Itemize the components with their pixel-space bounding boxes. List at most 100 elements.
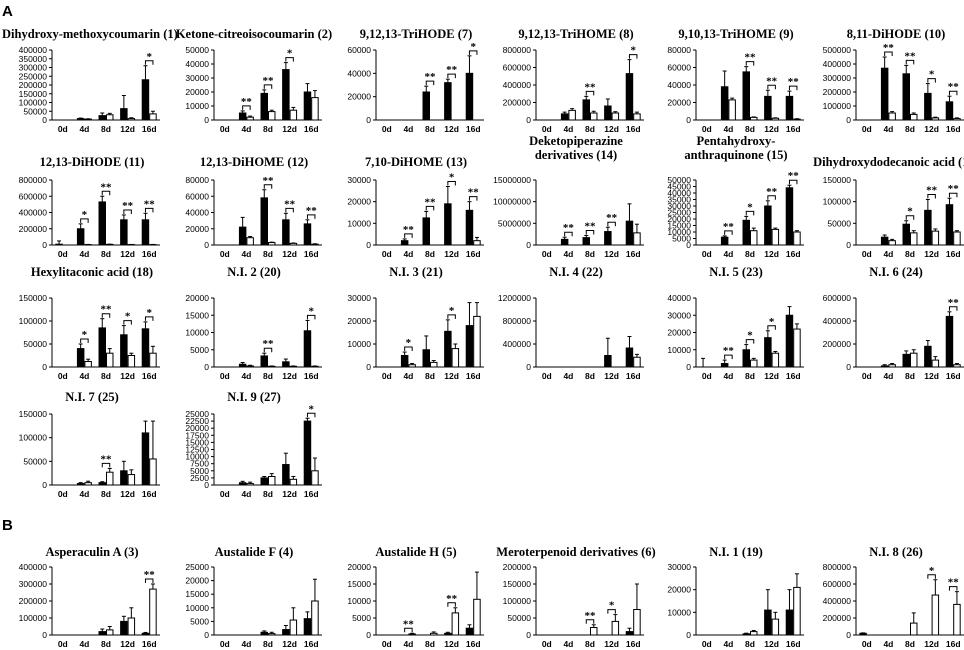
x-tick-label: 8d <box>745 639 755 649</box>
y-tick-label: 10000 <box>347 339 371 349</box>
y-tick-label: 15000000 <box>493 175 531 185</box>
bar-filled <box>465 209 474 246</box>
significance-label: * <box>146 307 152 319</box>
bar-filled <box>120 219 128 246</box>
y-tick-label: 300000 <box>823 73 852 83</box>
x-tick-label: 0d <box>58 489 68 499</box>
y-tick-label: 200000 <box>19 80 48 90</box>
bar-open <box>888 240 896 246</box>
x-tick-label: 4d <box>241 371 251 381</box>
significance-label: * <box>125 311 131 323</box>
y-tick-label: 400000 <box>19 208 48 218</box>
bar-filled <box>720 86 729 121</box>
bar-open <box>106 114 114 121</box>
significance-label: ** <box>585 610 597 622</box>
y-tick-label: 150000 <box>823 175 852 185</box>
x-tick-label: 0d <box>220 249 230 259</box>
significance-label: ** <box>403 224 415 236</box>
x-tick-label: 12d <box>444 249 459 259</box>
bar-open <box>473 240 481 246</box>
y-tick-label: 15000 <box>185 589 209 599</box>
bar-open <box>311 97 319 121</box>
panel-title: 7,10-DiHOME (13) <box>365 155 467 169</box>
significance-label: * <box>929 69 935 81</box>
x-tick-label: 16d <box>304 124 319 134</box>
x-tick-label: 0d <box>220 124 230 134</box>
panel-title-line: derivatives (14) <box>535 148 617 162</box>
x-tick-label: 8d <box>425 639 435 649</box>
bar-open <box>127 474 136 486</box>
y-tick-label: 2500 <box>190 473 209 483</box>
x-tick-label: 8d <box>585 249 595 259</box>
bar-filled <box>764 337 772 368</box>
bar-open <box>931 594 940 636</box>
y-tick-label: 0 <box>366 240 371 250</box>
significance-bracket <box>144 207 154 213</box>
bar-filled <box>76 348 85 368</box>
x-tick-label: 8d <box>263 371 273 381</box>
x-tick-label: 0d <box>862 249 872 259</box>
significance-label: ** <box>948 183 960 195</box>
bar-filled <box>282 464 290 486</box>
panel-title-line: Deketopiperazine <box>529 134 623 148</box>
x-tick-label: 16d <box>946 124 961 134</box>
y-tick-label: 0 <box>204 362 209 372</box>
y-tick-label: 5000 <box>352 613 371 623</box>
x-tick-label: 12d <box>120 249 135 259</box>
y-tick-label: 400000 <box>19 45 48 55</box>
y-tick-label: 0 <box>846 362 851 372</box>
bar-filled <box>400 240 409 246</box>
significance-label: ** <box>122 200 134 212</box>
y-tick-label: 10000000 <box>493 197 531 207</box>
bar-open <box>633 232 641 246</box>
y-tick-label: 150000 <box>19 89 48 99</box>
bar-filled <box>924 92 932 121</box>
significance-bracket <box>447 181 456 186</box>
y-tick-label: 40000 <box>667 293 691 303</box>
bar-open <box>473 598 481 636</box>
significance-bracket <box>745 339 755 344</box>
y-tick-label: 20000 <box>667 98 691 108</box>
significance-bracket <box>468 196 478 201</box>
bar-open <box>793 328 801 368</box>
significance-label: * <box>82 209 88 221</box>
x-tick-label: 0d <box>702 371 712 381</box>
bar-open <box>246 116 254 121</box>
bar-filled <box>902 353 911 368</box>
significance-label: * <box>287 48 293 60</box>
y-tick-label: 5000 <box>190 616 209 626</box>
significance-label: ** <box>446 593 458 605</box>
bar-filled <box>260 355 268 368</box>
y-tick-label: 30000 <box>667 310 691 320</box>
bar-open <box>931 230 940 246</box>
x-tick-label: 4d <box>403 639 413 649</box>
x-tick-label: 0d <box>220 371 230 381</box>
bar-open <box>311 243 319 246</box>
x-tick-label: 8d <box>585 639 595 649</box>
y-tick-label: 10000 <box>185 101 209 111</box>
x-tick-label: 4d <box>79 249 89 259</box>
x-tick-label: 12d <box>282 249 297 259</box>
bar-filled <box>880 236 889 246</box>
bar-filled <box>303 330 312 368</box>
bar-filled <box>742 633 751 636</box>
significance-bracket <box>948 306 958 311</box>
panel-title: N.I. 4 (22) <box>549 265 602 279</box>
y-tick-label: 40000 <box>667 80 691 90</box>
bar-open <box>611 112 620 121</box>
x-tick-label: 12d <box>924 124 939 134</box>
bar-filled <box>98 327 106 368</box>
bar-open <box>149 458 157 486</box>
y-tick-label: 100000 <box>823 197 852 207</box>
y-tick-label: 0 <box>204 240 209 250</box>
bar-open <box>590 627 598 636</box>
significance-label: ** <box>926 185 938 197</box>
x-tick-label: 16d <box>466 249 481 259</box>
bar-filled <box>785 95 794 121</box>
y-tick-label: 100000 <box>19 613 48 623</box>
x-tick-label: 8d <box>263 124 273 134</box>
bar-filled <box>742 349 751 368</box>
y-tick-label: 100000 <box>19 98 48 108</box>
bar-filled <box>303 618 312 636</box>
x-tick-label: 12d <box>282 489 297 499</box>
